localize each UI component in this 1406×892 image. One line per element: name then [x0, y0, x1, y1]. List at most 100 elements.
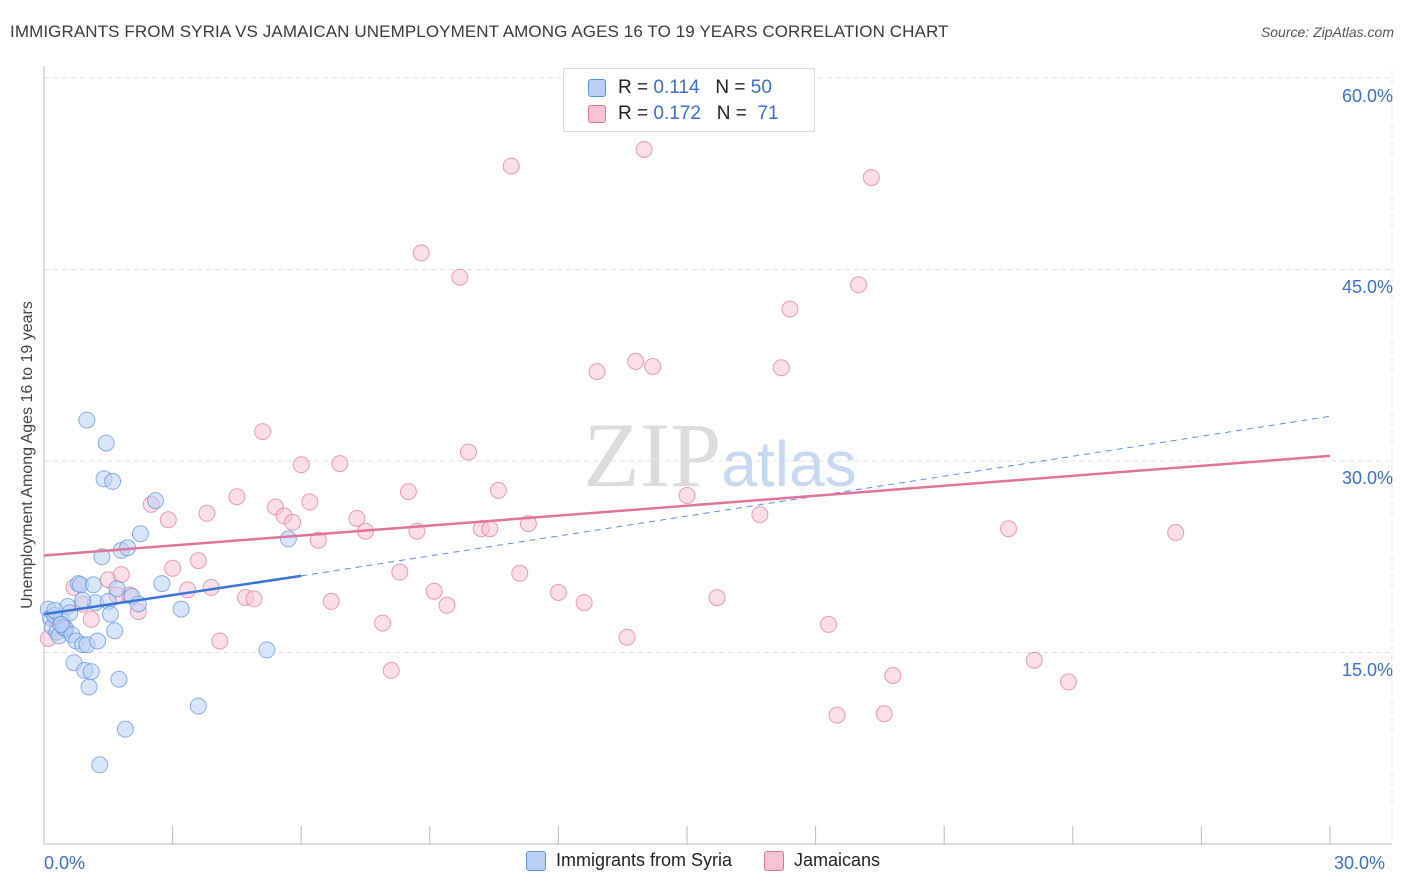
- point-jamaica: [1000, 520, 1017, 538]
- data-points: [39, 141, 1185, 774]
- point-jamaica: [481, 520, 499, 538]
- point-jamaica: [348, 510, 366, 527]
- point-jamaica: [211, 632, 229, 650]
- trend-syria: [43, 574, 302, 616]
- trend-lines: [43, 415, 1331, 616]
- point-jamaica: [1025, 651, 1043, 669]
- point-jamaica: [820, 615, 837, 633]
- point-jamaica: [284, 513, 302, 531]
- legend-item-syria: Immigrants from Syria: [525, 850, 732, 871]
- point-jamaica: [635, 141, 653, 158]
- point-jamaica: [678, 487, 696, 504]
- point-syria: [101, 605, 119, 623]
- point-syria: [84, 576, 102, 594]
- point-jamaica: [1167, 524, 1185, 541]
- point-jamaica: [228, 488, 246, 506]
- point-jamaica: [374, 614, 392, 632]
- syria-swatch: [588, 79, 606, 97]
- point-syria: [78, 411, 96, 429]
- point-syria: [106, 622, 124, 640]
- legend-row-syria: R = 0.114 N = 50: [588, 76, 772, 100]
- point-jamaica: [549, 584, 567, 601]
- legend-label-jamaicans: Jamaicans: [793, 850, 881, 870]
- point-syria: [189, 697, 207, 715]
- point-jamaica: [331, 455, 349, 473]
- axes: [43, 66, 1392, 845]
- point-syria: [104, 472, 122, 490]
- point-syria: [97, 434, 115, 452]
- point-syria: [108, 580, 126, 598]
- point-jamaica: [189, 552, 207, 570]
- source-label: Source: ZipAtlas.com: [1260, 24, 1394, 40]
- legend-label-syria: Immigrants from Syria: [555, 850, 732, 870]
- point-jamaica: [862, 169, 880, 187]
- jamaica-swatch: [763, 850, 784, 871]
- point-syria: [258, 641, 276, 659]
- point-jamaica: [627, 352, 645, 370]
- r-label: R =: [618, 103, 649, 124]
- point-jamaica: [292, 456, 310, 474]
- point-syria: [131, 525, 149, 543]
- legend-item-jamaicans: Jamaicans: [763, 850, 881, 871]
- grid: [44, 70, 1393, 844]
- x-tick-label-0: 0.0%: [44, 853, 86, 873]
- jamaica-swatch: [588, 105, 606, 123]
- point-jamaica: [164, 559, 182, 577]
- point-jamaica: [502, 157, 520, 175]
- point-jamaica: [575, 594, 593, 612]
- y-tick-label-45: 45.0%: [1341, 277, 1393, 297]
- point-jamaica: [254, 423, 272, 441]
- point-syria: [172, 600, 190, 618]
- point-jamaica: [245, 590, 263, 608]
- legend-row-jamaica: R = 0.172 N = 71: [588, 102, 779, 126]
- point-syria: [91, 756, 109, 774]
- n-label: N =: [715, 77, 746, 98]
- point-jamaica: [644, 358, 662, 375]
- point-jamaica: [322, 592, 340, 610]
- point-jamaica: [828, 706, 846, 724]
- point-syria: [153, 575, 171, 593]
- point-jamaica: [1060, 673, 1077, 691]
- point-syria: [89, 632, 107, 650]
- point-jamaica: [301, 493, 319, 511]
- point-syria: [110, 670, 128, 688]
- point-syria: [82, 663, 100, 681]
- point-jamaica: [511, 564, 529, 582]
- point-jamaica: [772, 359, 790, 377]
- point-jamaica: [489, 481, 507, 499]
- correlation-legend: R = 0.114 N = 50 R = 0.172 N = 71: [563, 68, 815, 132]
- point-jamaica: [850, 276, 867, 294]
- point-syria: [116, 720, 134, 738]
- point-jamaica: [884, 667, 902, 684]
- point-syria: [80, 678, 98, 696]
- point-jamaica: [588, 363, 606, 381]
- point-jamaica: [708, 589, 726, 607]
- point-jamaica: [399, 483, 417, 501]
- trend-jamaica: [43, 454, 1331, 557]
- point-jamaica: [198, 504, 216, 522]
- x-tick-label-30: 30.0%: [1334, 853, 1386, 873]
- point-syria: [147, 492, 164, 510]
- point-jamaica: [159, 511, 177, 529]
- y-tick-label-15: 15.0%: [1341, 660, 1393, 680]
- chart-title: IMMIGRANTS FROM SYRIA VS JAMAICAN UNEMPL…: [10, 22, 949, 41]
- point-jamaica: [425, 582, 443, 600]
- point-jamaica: [412, 244, 430, 262]
- y-tick-label-60: 60.0%: [1341, 86, 1393, 106]
- point-jamaica: [519, 515, 537, 533]
- point-jamaica: [82, 610, 100, 628]
- point-syria: [93, 548, 111, 566]
- n-value: 50: [750, 77, 772, 98]
- point-jamaica: [179, 581, 197, 599]
- point-jamaica: [781, 300, 799, 318]
- n-value: 71: [757, 103, 779, 124]
- r-value: 0.114: [653, 77, 700, 98]
- point-jamaica: [618, 628, 636, 646]
- point-jamaica: [309, 531, 327, 549]
- r-label: R =: [618, 77, 649, 98]
- point-syria: [52, 615, 70, 633]
- point-syria: [279, 530, 297, 548]
- watermark: ZIPatlas: [583, 404, 856, 506]
- r-value: 0.172: [653, 103, 701, 124]
